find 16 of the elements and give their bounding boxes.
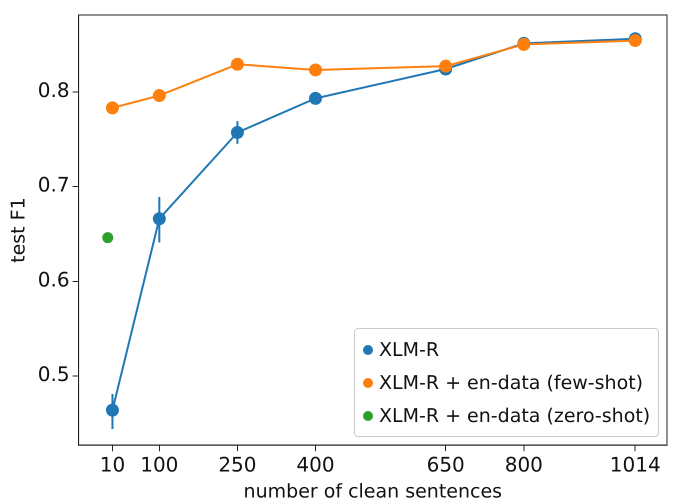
x-tick-label: 400 [296,452,335,476]
x-tick-label: 10 [100,452,126,476]
legend-label: XLM-R + en-data (few-shot) [379,372,644,394]
y-tick-label: 0.7 [38,172,70,197]
x-tick-label: 1014 [610,452,661,476]
x-axis-title: number of clean sentences [244,480,502,503]
legend-label: XLM-R [379,338,440,361]
x-tick-label: 100 [140,452,178,476]
y-tick-label: 0.8 [38,78,70,102]
x-tick-label: 250 [218,452,257,476]
legend-label: XLM-R + en-data (zero-shot) [379,404,650,427]
y-tick-label: 0.6 [38,267,70,292]
x-tick-label: 800 [504,452,543,476]
x-tick-label: 650 [426,452,465,476]
y-tick-label: 0.5 [38,362,70,386]
y-axis-title: test F1 [7,197,30,263]
